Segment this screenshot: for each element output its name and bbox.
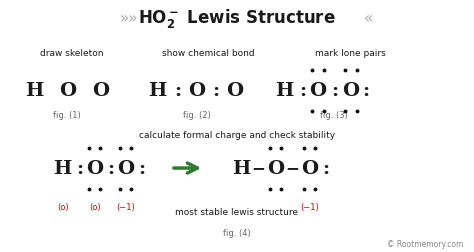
Text: :: :	[331, 82, 338, 100]
Text: H: H	[25, 82, 44, 100]
Text: :: :	[76, 160, 83, 177]
Text: :: :	[300, 82, 307, 100]
Text: (−1): (−1)	[117, 203, 135, 211]
Text: calculate formal charge and check stability: calculate formal charge and check stabil…	[139, 130, 335, 139]
Text: H: H	[233, 160, 251, 177]
Text: H: H	[54, 160, 72, 177]
Text: :: :	[322, 160, 329, 177]
Text: (o): (o)	[57, 203, 68, 211]
Text: −: −	[252, 160, 265, 177]
Text: O: O	[188, 82, 206, 100]
Text: −: −	[286, 160, 300, 177]
Text: mark lone pairs: mark lone pairs	[315, 49, 385, 58]
Text: draw skeleton: draw skeleton	[40, 49, 104, 58]
Text: O: O	[343, 82, 360, 100]
Text: © Rootmemory.com: © Rootmemory.com	[387, 239, 463, 248]
Text: O: O	[59, 82, 76, 100]
Text: H: H	[275, 82, 293, 100]
Text: :: :	[212, 82, 219, 100]
Text: fig. (4): fig. (4)	[223, 228, 251, 237]
Text: :: :	[174, 82, 182, 100]
Text: H: H	[148, 82, 166, 100]
Text: most stable lewis structure: most stable lewis structure	[175, 207, 299, 216]
Text: fig. (1): fig. (1)	[54, 110, 81, 119]
Text: fig. (3): fig. (3)	[319, 110, 347, 119]
Text: «: «	[365, 11, 374, 26]
Text: O: O	[226, 82, 243, 100]
Text: :: :	[138, 160, 146, 177]
Text: fig. (2): fig. (2)	[183, 110, 211, 119]
Text: :: :	[363, 82, 370, 100]
Text: O: O	[92, 82, 109, 100]
Text: (−1): (−1)	[300, 203, 319, 211]
Text: :: :	[107, 160, 114, 177]
Text: $\mathbf{HO_2^-}$ Lewis Structure: $\mathbf{HO_2^-}$ Lewis Structure	[138, 7, 336, 30]
Text: O: O	[310, 82, 327, 100]
Text: show chemical bond: show chemical bond	[163, 49, 255, 58]
Text: O: O	[86, 160, 103, 177]
Text: O: O	[301, 160, 318, 177]
Text: »»: »»	[119, 11, 138, 26]
Text: O: O	[117, 160, 134, 177]
Text: (o): (o)	[89, 203, 100, 211]
Text: O: O	[267, 160, 284, 177]
